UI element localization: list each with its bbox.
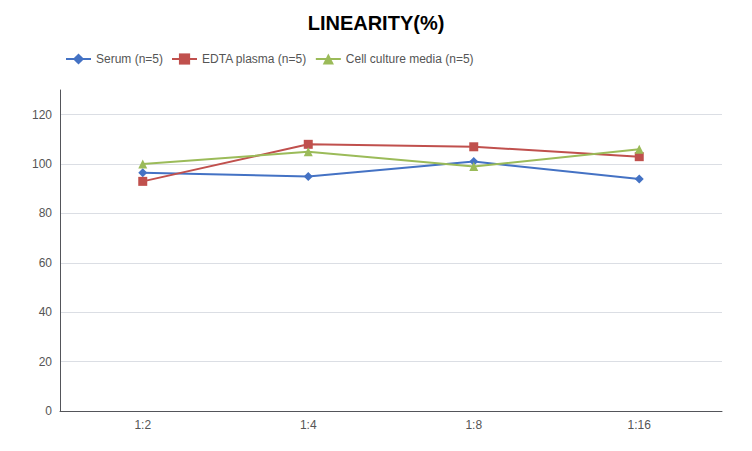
svg-text:20: 20 <box>39 355 53 369</box>
svg-text:1:4: 1:4 <box>300 418 317 432</box>
svg-text:80: 80 <box>39 206 53 220</box>
svg-text:Serum (n=5): Serum (n=5) <box>96 52 163 66</box>
svg-text:120: 120 <box>32 108 52 122</box>
svg-text:1:2: 1:2 <box>134 418 151 432</box>
svg-text:60: 60 <box>39 256 53 270</box>
svg-text:1:16: 1:16 <box>628 418 652 432</box>
svg-text:0: 0 <box>45 404 52 418</box>
svg-text:100: 100 <box>32 157 52 171</box>
svg-text:1:8: 1:8 <box>465 418 482 432</box>
svg-text:40: 40 <box>39 305 53 319</box>
svg-text:Cell culture media (n=5): Cell culture media (n=5) <box>346 52 474 66</box>
svg-text:LINEARITY(%): LINEARITY(%) <box>308 12 445 34</box>
svg-text:EDTA plasma (n=5): EDTA plasma (n=5) <box>202 52 306 66</box>
